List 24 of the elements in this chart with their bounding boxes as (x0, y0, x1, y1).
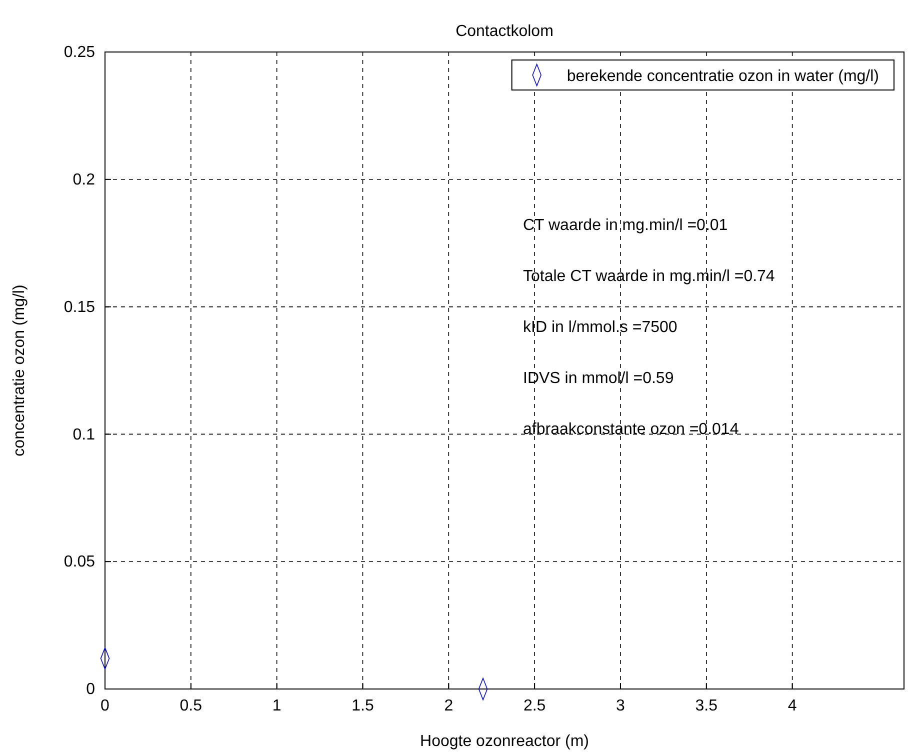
annotation: afbraakconstante ozon =0.014 (523, 421, 739, 438)
x-tick-label: 0.5 (180, 697, 202, 714)
x-tick-label: 2 (444, 697, 454, 714)
annotation: kID in l/mmol.s =7500 (523, 319, 678, 336)
annotation: IDVS in mmol/l =0.59 (523, 370, 674, 387)
y-tick-label: 0.05 (64, 554, 96, 571)
annotation: CT waarde in mg.min/l =0.01 (523, 217, 728, 234)
annotation: Totale CT waarde in mg.min/l =0.74 (523, 268, 775, 285)
y-tick-label: 0.1 (72, 426, 96, 444)
x-tick-label: 1 (272, 697, 282, 714)
x-tick-label: 3 (616, 697, 626, 714)
x-tick-label: 2.5 (523, 697, 546, 714)
y-tick-label: 0.15 (64, 298, 96, 316)
x-axis-title: Hoogte ozonreactor (m) (420, 733, 589, 750)
y-tick-label: 0.2 (72, 172, 96, 189)
x-tick-label: 3.5 (695, 697, 718, 714)
chart-title: Contactkolom (456, 23, 554, 40)
y-tick-label: 0 (86, 681, 96, 698)
x-tick-label: 0 (100, 697, 110, 714)
x-tick-label: 4 (788, 697, 797, 714)
y-tick-label: 0.25 (64, 44, 96, 62)
x-tick-label: 1.5 (352, 697, 374, 714)
y-axis-title: concentratie ozon (mg/l) (11, 284, 28, 456)
legend-label: berekende concentratie ozon in water (mg/l) (566, 68, 879, 85)
